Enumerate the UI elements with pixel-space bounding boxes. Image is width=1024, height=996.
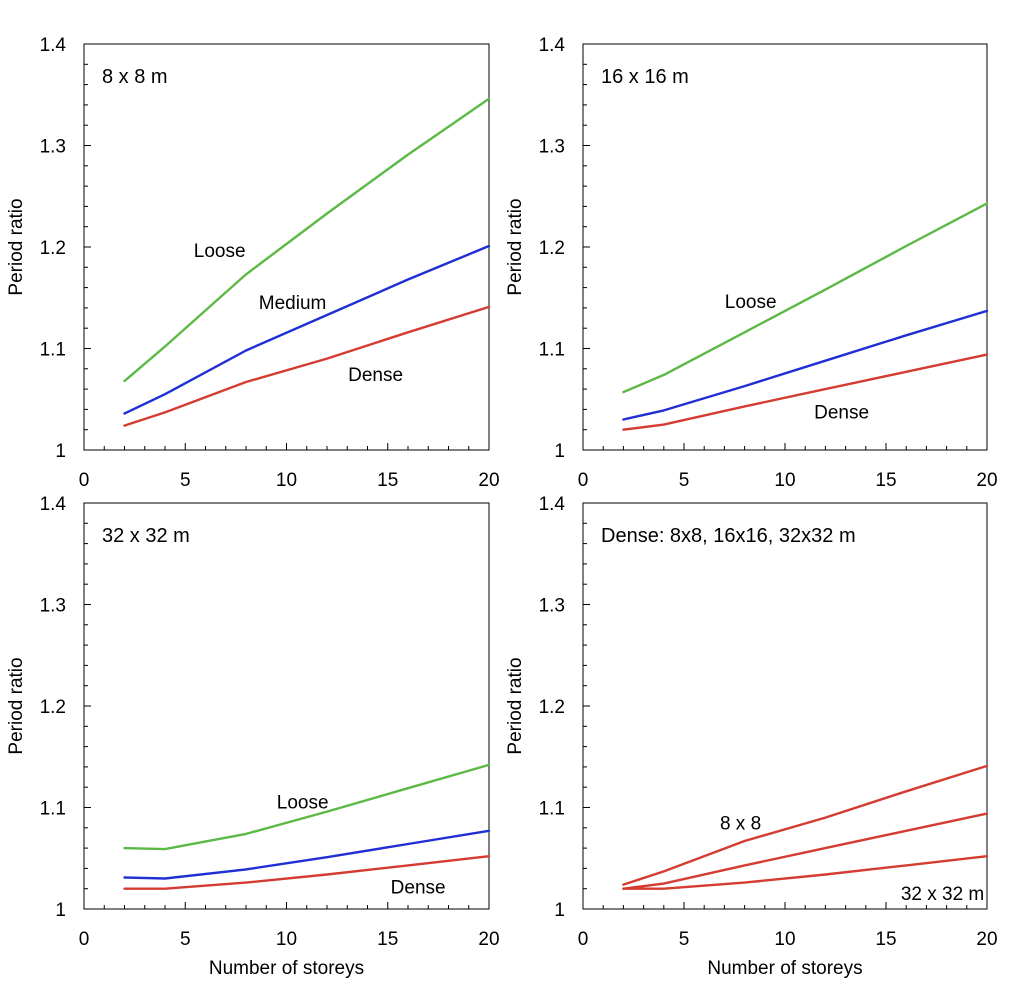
y-tick-label: 1.4 (539, 35, 566, 56)
y-tick-label: 1 (554, 441, 565, 462)
series-line-2 (622, 309, 989, 421)
series-line-1 (622, 202, 989, 394)
series-line-2 (622, 812, 989, 890)
series-annotation: Loose (725, 292, 777, 313)
x-tick-label: 15 (377, 470, 398, 491)
series-annotation: 32 x 32 m (901, 884, 984, 905)
y-tick-label: 1 (55, 441, 66, 462)
y-tick-label: 1.4 (539, 494, 566, 515)
y-tick-label: 1.2 (539, 238, 565, 259)
y-tick-label: 1 (554, 900, 565, 921)
y-tick-label: 1 (55, 900, 66, 921)
x-tick-label: 0 (79, 470, 90, 491)
tick-group: 0 5 10 15 20 1 1.1 1.2 1.3 1.4 (539, 494, 998, 950)
annotation-group: Loose Dense (277, 792, 446, 898)
tick-group: 0 5 10 15 20 1 1.1 1.2 1.3 1.4 (40, 494, 500, 950)
series-line-1 (123, 97, 491, 383)
x-tick-label: 0 (79, 929, 90, 950)
tick-group: 0 5 10 15 20 1 1.1 1.2 1.3 1.4 (539, 35, 998, 491)
series-line-2 (123, 244, 491, 415)
y-tick-label: 1.2 (539, 697, 565, 718)
x-tick-label: 0 (578, 929, 589, 950)
series-group (123, 97, 491, 427)
y-tick-label: 1.1 (40, 799, 66, 820)
x-tick-label: 5 (679, 929, 690, 950)
y-tick-label: 1.3 (40, 596, 66, 617)
y-tick-label: 1.2 (40, 697, 66, 718)
panel-top-right: 0 5 10 15 20 1 1.1 1.2 1.3 1.4 16 x 16 m Period r… (505, 35, 998, 491)
panel-title: 16 x 16 m (601, 66, 689, 88)
x-tick-label: 10 (276, 470, 297, 491)
series-line-3 (622, 353, 989, 431)
series-line-3 (123, 305, 491, 427)
panel-top-left: 0 5 10 15 20 1 1.1 1.2 1.3 1.4 8 x 8 m Period rat… (6, 35, 500, 491)
series-group (622, 202, 989, 431)
y-tick-label: 1.3 (40, 137, 66, 158)
y-axis-label: Period ratio (6, 198, 27, 295)
series-annotation: 8 x 8 (720, 814, 761, 835)
x-tick-label: 5 (180, 929, 191, 950)
series-annotation: Loose (194, 241, 246, 262)
plot-frame (83, 43, 490, 451)
x-tick-label: 0 (578, 470, 589, 491)
series-line-2 (123, 829, 491, 880)
x-tick-label: 10 (774, 470, 795, 491)
y-tick-label: 1.4 (40, 35, 67, 56)
panel-title: 8 x 8 m (102, 66, 168, 88)
y-tick-label: 1.1 (40, 340, 66, 361)
x-tick-label: 15 (875, 470, 896, 491)
y-tick-label: 1.4 (40, 494, 67, 515)
plot-frame (582, 43, 988, 451)
annotation-group: Loose Dense (725, 292, 869, 424)
annotation-group: 8 x 8 32 x 32 m (720, 814, 984, 905)
series-group (622, 764, 989, 890)
series-line-3 (123, 855, 491, 890)
x-axis-label: Number of storeys (707, 958, 862, 979)
y-tick-label: 1.3 (539, 596, 565, 617)
x-tick-label: 5 (679, 470, 690, 491)
x-tick-label: 20 (976, 929, 997, 950)
y-tick-label: 1.1 (539, 340, 565, 361)
series-annotation: Dense (814, 402, 869, 423)
y-axis-label: Period ratio (6, 657, 27, 754)
panel-bottom-right: 0 5 10 15 20 1 1.1 1.2 1.3 1.4 Dense: 8x8, 16x16,… (505, 494, 998, 979)
y-axis-label: Period ratio (505, 657, 526, 754)
x-tick-label: 15 (377, 929, 398, 950)
y-tick-label: 1.3 (539, 137, 565, 158)
y-tick-label: 1.1 (539, 799, 565, 820)
y-axis-label: Period ratio (505, 198, 526, 295)
series-group (123, 763, 491, 890)
series-annotation: Dense (348, 365, 403, 386)
series-line-3 (622, 855, 989, 890)
tick-group: 0 5 10 15 20 1 1.1 1.2 1.3 1.4 (40, 35, 500, 491)
x-tick-label: 15 (875, 929, 896, 950)
series-line-1 (123, 763, 491, 851)
y-tick-label: 1.2 (40, 238, 66, 259)
x-tick-label: 20 (478, 470, 499, 491)
series-annotation: Medium (259, 293, 327, 314)
x-tick-label: 20 (976, 470, 997, 491)
x-tick-label: 5 (180, 470, 191, 491)
x-tick-label: 10 (276, 929, 297, 950)
panel-bottom-left: 0 5 10 15 20 1 1.1 1.2 1.3 1.4 32 x 32 m Period r… (6, 494, 500, 979)
x-tick-label: 10 (774, 929, 795, 950)
series-annotation: Loose (277, 792, 329, 813)
annotation-group: Loose Medium Dense (194, 241, 403, 386)
panel-title: Dense: 8x8, 16x16, 32x32 m (601, 525, 856, 547)
panel-title: 32 x 32 m (102, 525, 190, 547)
plot-frame (582, 502, 988, 910)
series-line-1 (622, 764, 989, 886)
series-annotation: Dense (391, 878, 446, 899)
x-tick-label: 20 (478, 929, 499, 950)
x-axis-label: Number of storeys (209, 958, 364, 979)
